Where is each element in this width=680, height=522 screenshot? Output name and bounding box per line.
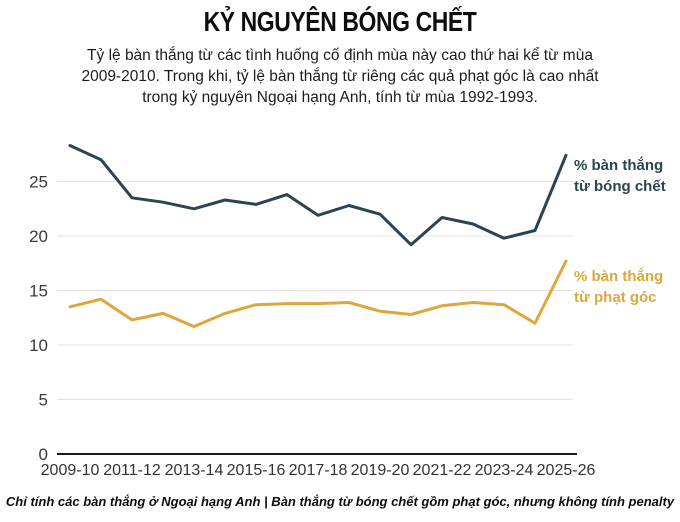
series-line-dead-ball bbox=[68, 144, 568, 247]
y-tick-label-10: 10 bbox=[29, 336, 48, 355]
x-tick-label-2015-16: 2015-16 bbox=[227, 462, 286, 479]
legend-corners-line2: từ phạt góc bbox=[574, 289, 657, 306]
chart-area: 0 5 10 15 20 25 2009-10 2011-12 2013-14 2015-16 20… bbox=[0, 122, 680, 484]
y-tick-label-0: 0 bbox=[39, 445, 48, 464]
x-tick-label-2011-12: 2011-12 bbox=[103, 462, 161, 479]
x-tick-label-2023-24: 2023-24 bbox=[475, 462, 534, 479]
chart-title: KỶ NGUYÊN BÓNG CHẾT bbox=[203, 6, 477, 37]
x-tick-label-2019-20: 2019-20 bbox=[351, 462, 410, 479]
legend-dead-ball: % bàn thắng từ bóng chết bbox=[574, 155, 680, 197]
chart-card: KỶ NGUYÊN BÓNG CHẾT Tỷ lệ bàn thắng từ c… bbox=[0, 6, 680, 522]
series-line-corners bbox=[68, 259, 568, 328]
y-tick-label-25: 25 bbox=[29, 173, 48, 192]
x-tick-label-2021-22: 2021-22 bbox=[413, 462, 472, 479]
legend-dead-ball-line1: % bàn thắng bbox=[574, 157, 664, 174]
legend-corners: % bàn thắng từ phạt góc bbox=[574, 266, 680, 308]
chart-subtitle: Tỷ lệ bàn thắng từ các tình huống cố địn… bbox=[81, 47, 599, 106]
y-tick-label-15: 15 bbox=[29, 282, 48, 301]
legend-corners-line1: % bàn thắng bbox=[574, 268, 664, 285]
chart-footnote: Chỉ tính các bàn thắng ở Ngoại hạng Anh … bbox=[5, 494, 675, 509]
x-tick-label-2017-18: 2017-18 bbox=[289, 462, 348, 479]
y-tick-label-20: 20 bbox=[29, 227, 48, 246]
x-tick-label-2025-26: 2025-26 bbox=[537, 462, 596, 479]
x-tick-label-2013-14: 2013-14 bbox=[165, 462, 224, 479]
y-tick-label-5: 5 bbox=[39, 391, 48, 410]
x-tick-label-2009-10: 2009-10 bbox=[41, 462, 100, 479]
legend-dead-ball-line2: từ bóng chết bbox=[574, 178, 666, 195]
